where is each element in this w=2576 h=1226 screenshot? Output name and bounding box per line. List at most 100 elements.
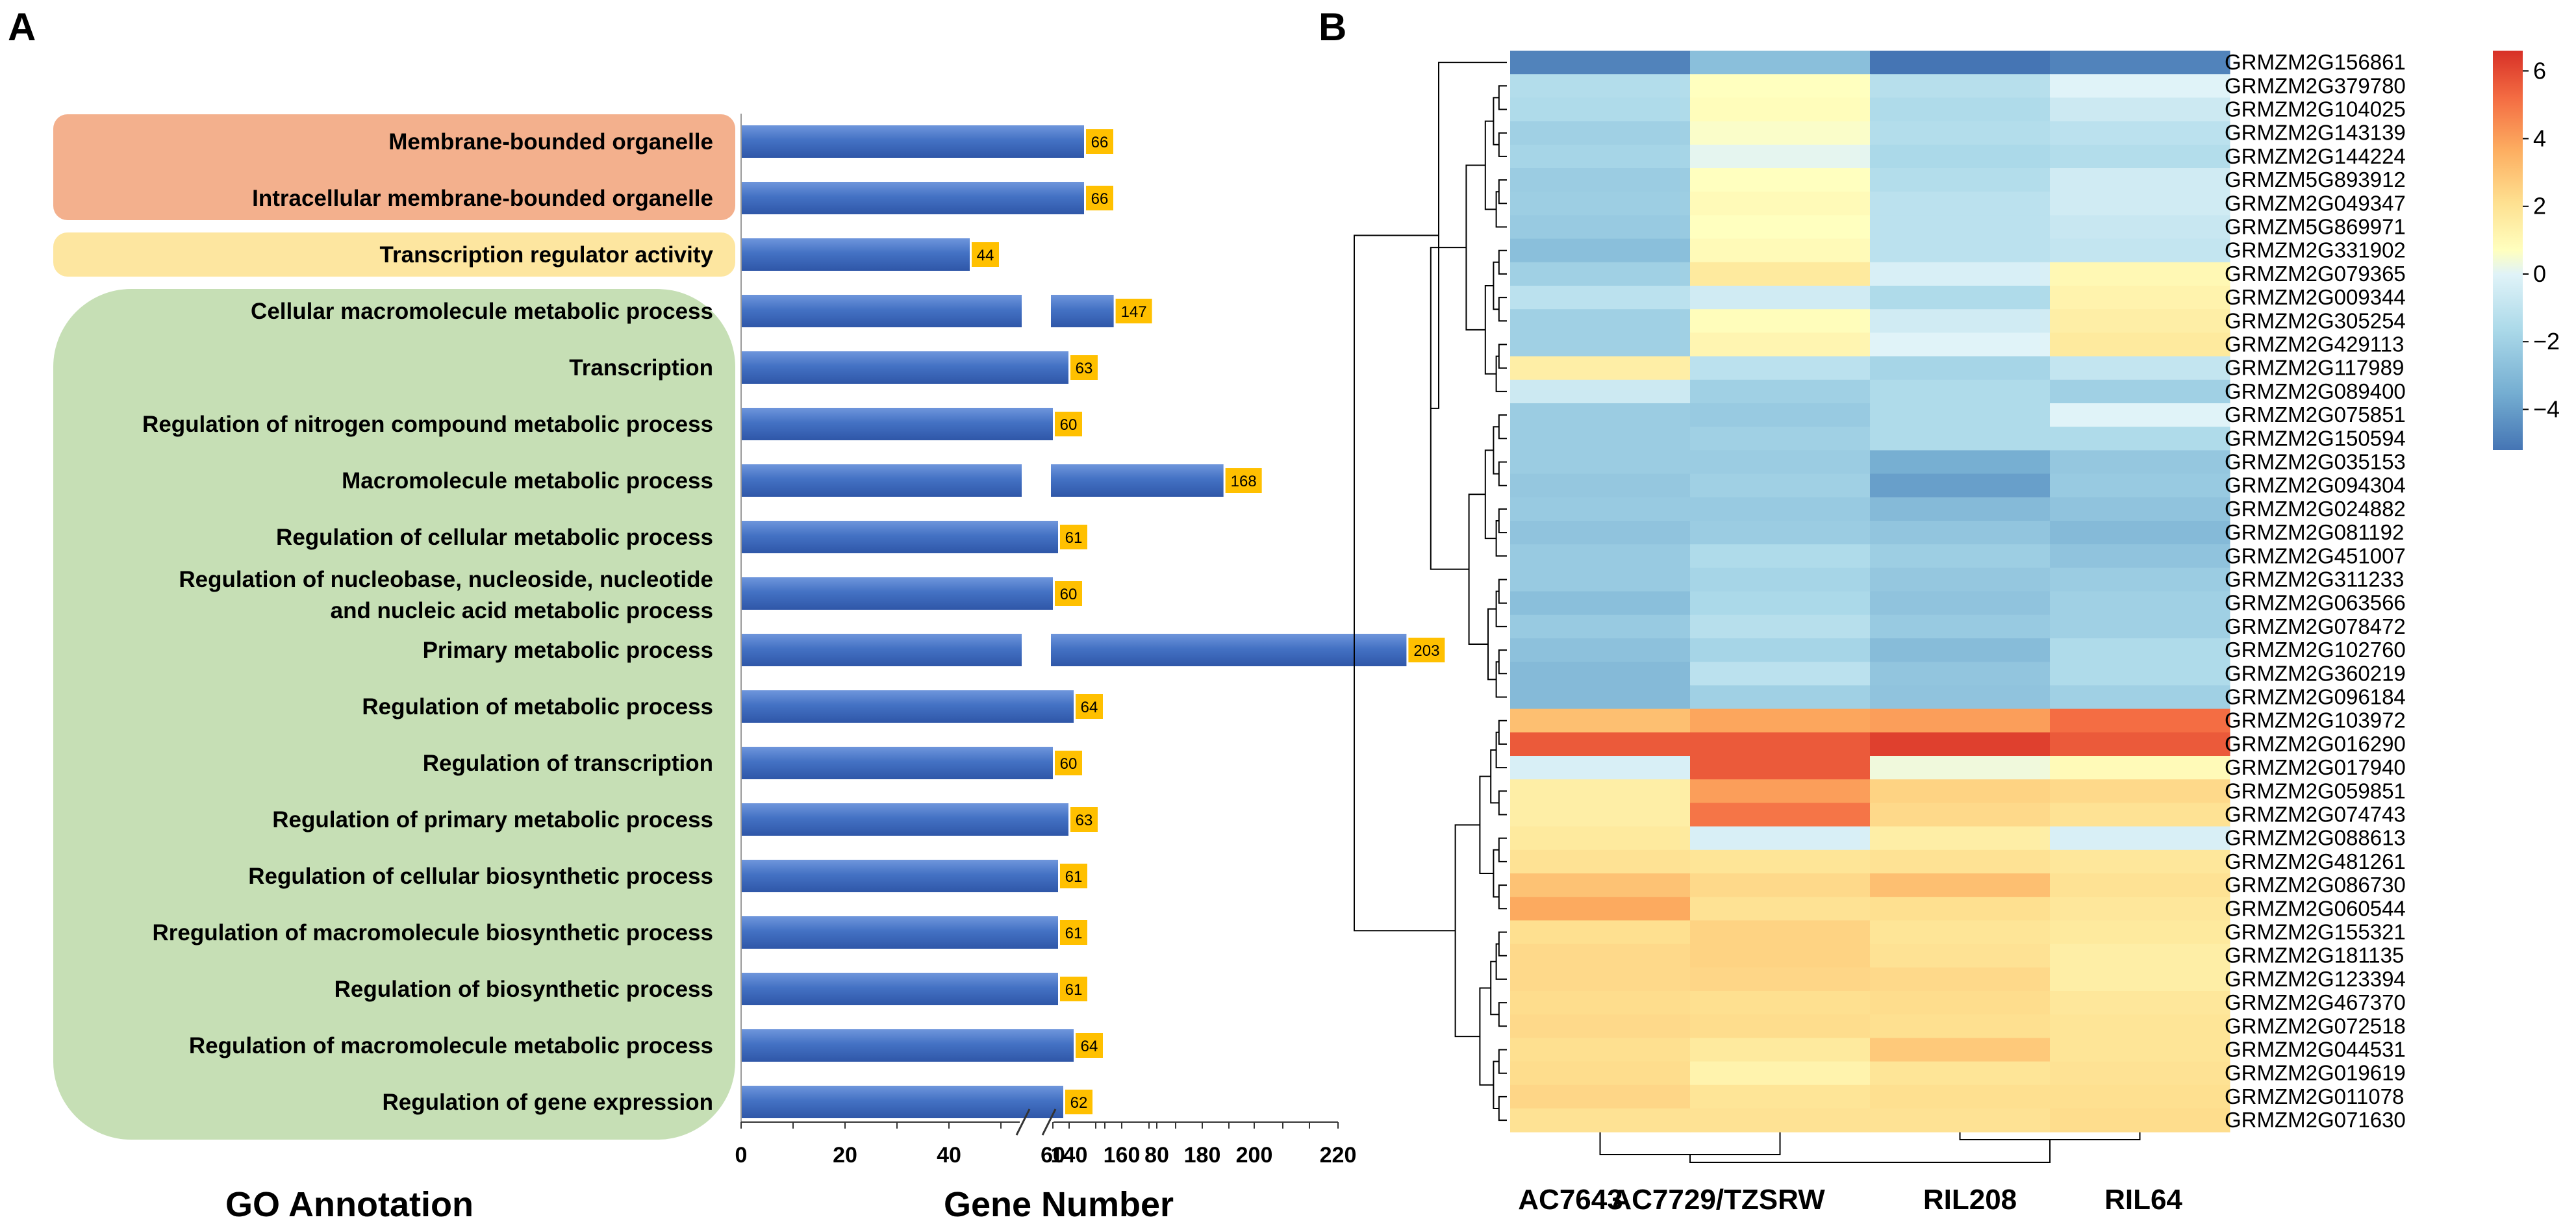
- sample-label: RIL208: [1923, 1184, 2017, 1216]
- colorbar-tick-label: 6: [2533, 57, 2546, 84]
- heatmap-cell: [1870, 286, 2051, 310]
- heatmap-cell: [1510, 685, 1691, 710]
- heatmap-cell: [1510, 638, 1691, 662]
- heatmap-cell: [1510, 51, 1691, 75]
- colorbar-tick-label: −2: [2533, 328, 2560, 355]
- bar: [741, 182, 1084, 214]
- category-label: Transcription: [569, 355, 713, 381]
- gene-label: GRMZM2G143139: [2225, 121, 2406, 145]
- value-label: 61: [1065, 529, 1083, 547]
- heatmap-cell: [2050, 1014, 2230, 1038]
- heatmap-cell: [1510, 873, 1691, 897]
- heatmap-cell: [1870, 332, 2051, 357]
- heatmap-cell: [2050, 427, 2230, 451]
- heatmap-cell: [1690, 638, 1871, 662]
- gene-labels: GRMZM2G156861GRMZM2G379780GRMZM2G104025G…: [2225, 50, 2406, 1132]
- heatmap-cell: [2050, 544, 2230, 568]
- gene-label: GRMZM2G035153: [2225, 450, 2406, 474]
- heatmap-cell: [1690, 732, 1871, 757]
- x-axis: 0 20 40 60 80 140 160 180 200 220: [735, 114, 1356, 1168]
- heatmap-cell: [2050, 568, 2230, 592]
- gene-label: GRMZM2G074743: [2225, 803, 2406, 827]
- row-dendrogram-branch: [1493, 426, 1499, 475]
- row-dendrogram-branch: [1495, 731, 1507, 769]
- heatmap-cell: [1870, 638, 2051, 662]
- heatmap-cell: [2050, 215, 2230, 240]
- heatmap-cell: [1510, 356, 1691, 381]
- x-tick-label: 60: [1041, 1143, 1065, 1168]
- x-tick-label: 40: [937, 1143, 961, 1168]
- heatmap-cell: [2050, 309, 2230, 333]
- heatmap-cell: [1690, 568, 1871, 592]
- value-label-box: [1060, 525, 1087, 549]
- heatmap-cell: [1510, 544, 1691, 568]
- gene-label: GRMZM2G123394: [2225, 967, 2406, 991]
- value-label-box: [1055, 412, 1082, 436]
- heatmap-cell: [1510, 708, 1691, 733]
- heatmap-cell: [1510, 121, 1691, 145]
- axis-break-mark: [1041, 1108, 1057, 1136]
- x-tick-label: 20: [833, 1143, 857, 1168]
- heatmap-cell: [1690, 920, 1871, 945]
- row-dendrogram-branch: [1454, 824, 1480, 1038]
- group-box-cellular-component: [53, 114, 735, 220]
- heatmap-cell: [1510, 614, 1691, 639]
- heatmap-cell: [1870, 944, 2051, 968]
- heatmap-cell: [1510, 1014, 1691, 1038]
- gene-label: GRMZM2G063566: [2225, 591, 2406, 615]
- heatmap-cell: [1510, 991, 1691, 1015]
- row-dendrogram-branch: [1495, 355, 1507, 392]
- sample-label: AC7729/TZSRW: [1611, 1184, 1825, 1216]
- value-label-box: [1065, 1090, 1092, 1114]
- bar: [741, 125, 1084, 158]
- heatmap-cell: [1690, 262, 1871, 286]
- heatmap-cell: [1870, 873, 2051, 897]
- gene-label: GRMZM2G088613: [2225, 826, 2406, 850]
- heatmap-cell: [1510, 286, 1691, 310]
- heatmap-cell: [1690, 1038, 1871, 1062]
- heatmap-cell: [1690, 403, 1871, 427]
- heatmap-cell: [2050, 121, 2230, 145]
- colorbar-ticks: 6 4 2 0 −2 −4: [2523, 57, 2560, 422]
- bar: [741, 1086, 1063, 1118]
- heatmap-cell: [1870, 544, 2051, 568]
- heatmap-cell: [1510, 168, 1691, 192]
- row-dendrogram-branch: [1498, 85, 1507, 110]
- colorbar-tick-label: 2: [2533, 193, 2546, 219]
- gene-label: GRMZM2G016290: [2225, 732, 2406, 756]
- value-label: 61: [1065, 868, 1083, 886]
- gene-label: GRMZM2G311233: [2225, 568, 2404, 592]
- category-label: Regulation of cellular biosynthetic proc…: [248, 864, 713, 889]
- heatmap-cell: [2050, 849, 2230, 874]
- row-dendrogram-branch: [1479, 987, 1494, 1086]
- heatmap-cell: [2050, 97, 2230, 122]
- heatmap-cell: [2050, 379, 2230, 404]
- row-dendrogram-branch: [1479, 775, 1494, 874]
- panel-a-label: A: [8, 5, 36, 49]
- gene-label: GRMZM2G360219: [2225, 661, 2406, 685]
- gene-label: GRMZM2G078472: [2225, 614, 2406, 638]
- heatmap-cell: [1690, 779, 1871, 803]
- bar: [741, 747, 1053, 779]
- heatmap-cell: [1870, 614, 2051, 639]
- row-dendrogram-branch: [1493, 849, 1499, 898]
- heatmap-cell: [1870, 991, 2051, 1015]
- gene-label: GRMZM2G017940: [2225, 755, 2406, 779]
- heatmap-cell: [1870, 51, 2051, 75]
- heatmap-cell: [1690, 332, 1871, 357]
- heatmap-cell: [1510, 967, 1691, 992]
- gene-label: GRMZM2G429113: [2225, 332, 2404, 357]
- gene-label: GRMZM2G181135: [2225, 944, 2404, 968]
- heatmap-cell: [1510, 238, 1691, 263]
- heatmap-cell: [1690, 1084, 1871, 1109]
- heatmap-cell: [1870, 1108, 2051, 1132]
- heatmap-cell: [1690, 121, 1871, 145]
- row-dendrogram-branch: [1495, 661, 1507, 698]
- heatmap-cell: [1690, 944, 1871, 968]
- heatmap-cell: [1690, 849, 1871, 874]
- heatmap-cell: [2050, 262, 2230, 286]
- heatmap-cell: [2050, 920, 2230, 945]
- heatmap-cell: [1870, 591, 2051, 616]
- x-tick-label: 200: [1236, 1143, 1273, 1168]
- heatmap-cell: [1510, 473, 1691, 498]
